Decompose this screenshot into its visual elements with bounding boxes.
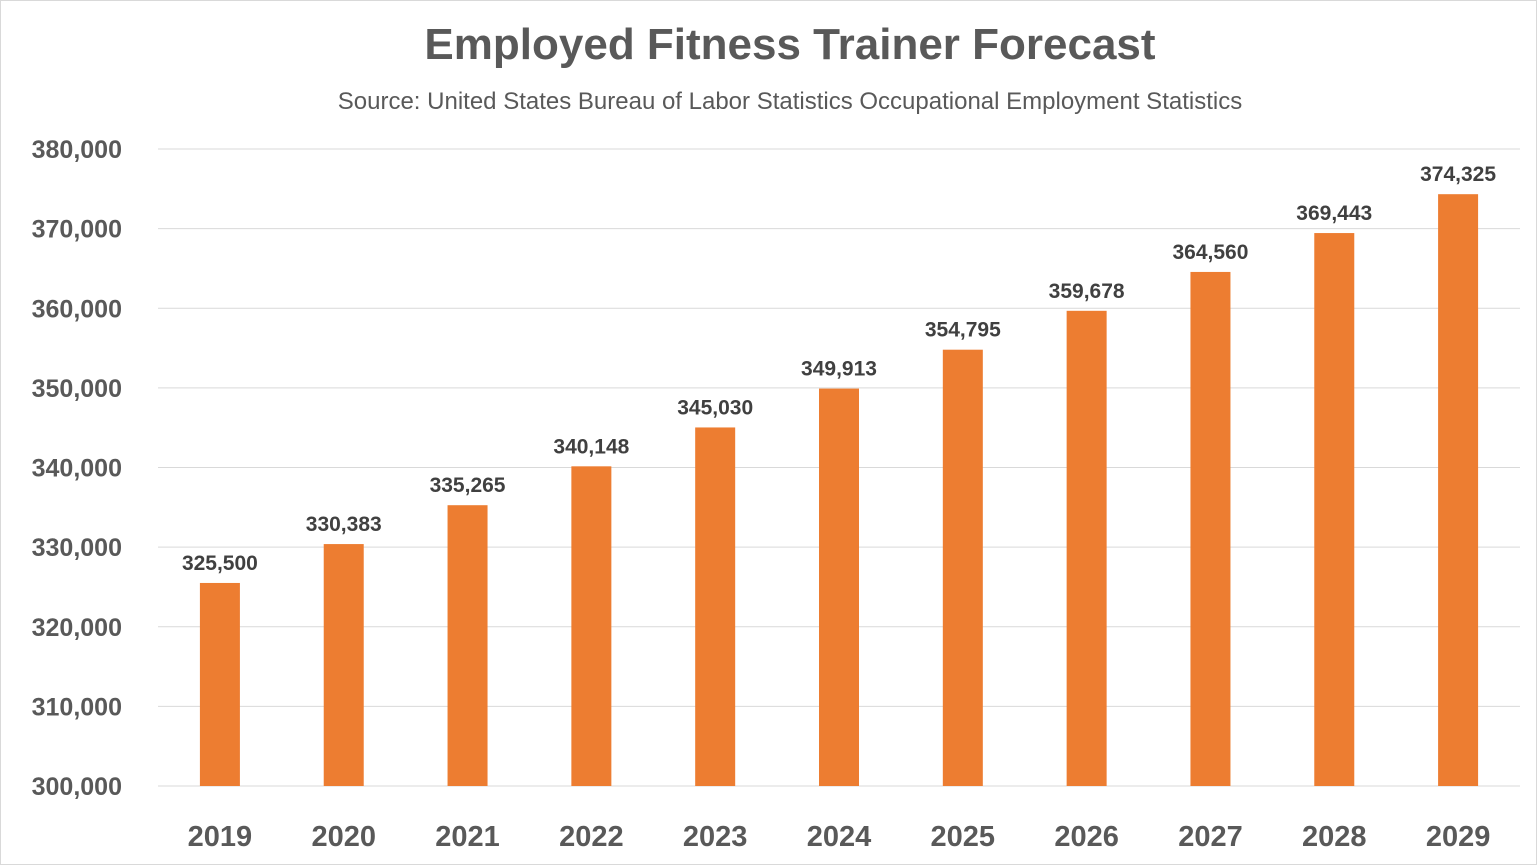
bar-2020 — [323, 544, 364, 786]
x-tick-label: 2020 — [311, 821, 376, 853]
bar-2025 — [942, 349, 983, 786]
data-label: 325,500 — [182, 552, 258, 575]
x-tick-label: 2029 — [1426, 821, 1491, 853]
data-label: 345,030 — [677, 396, 753, 419]
y-tick-label: 350,000 — [32, 375, 122, 403]
x-tick-label: 2028 — [1302, 821, 1367, 853]
chart-title: Employed Fitness Trainer Forecast — [424, 20, 1156, 69]
y-tick-label: 360,000 — [32, 295, 122, 323]
data-label: 330,383 — [306, 513, 382, 536]
y-tick-label: 320,000 — [32, 614, 122, 642]
bar-2026 — [1066, 310, 1107, 786]
x-tick-label: 2027 — [1178, 821, 1243, 853]
data-label: 340,148 — [553, 435, 629, 458]
y-tick-label: 380,000 — [32, 136, 122, 164]
x-tick-label: 2026 — [1054, 821, 1119, 853]
x-tick-label: 2025 — [931, 821, 996, 853]
bar-2019 — [199, 582, 240, 786]
x-tick-label: 2021 — [435, 821, 500, 853]
data-label: 354,795 — [925, 319, 1001, 342]
bar-2029 — [1438, 194, 1479, 786]
y-tick-label: 310,000 — [32, 693, 122, 721]
data-label: 369,443 — [1296, 202, 1372, 225]
data-label: 364,560 — [1172, 241, 1248, 264]
x-tick-label: 2024 — [807, 821, 872, 853]
x-tick-label: 2019 — [188, 821, 253, 853]
x-tick-label: 2022 — [559, 821, 624, 853]
data-label: 374,325 — [1420, 163, 1496, 186]
chart-subtitle: Source: United States Bureau of Labor St… — [337, 88, 1243, 115]
bar-2023 — [695, 427, 736, 786]
x-tick-label: 2023 — [683, 821, 748, 853]
bar-2024 — [819, 388, 859, 786]
data-label: 349,913 — [801, 358, 877, 381]
bar-2021 — [447, 505, 488, 786]
y-tick-label: 330,000 — [32, 534, 122, 562]
y-tick-label: 300,000 — [32, 773, 122, 801]
bar-2027 — [1190, 271, 1231, 786]
data-label: 359,678 — [1049, 280, 1125, 303]
data-label: 335,265 — [430, 474, 506, 497]
y-tick-label: 370,000 — [32, 216, 122, 244]
bar-2028 — [1314, 233, 1355, 786]
y-tick-label: 340,000 — [32, 455, 122, 483]
bar-2022 — [571, 466, 612, 786]
